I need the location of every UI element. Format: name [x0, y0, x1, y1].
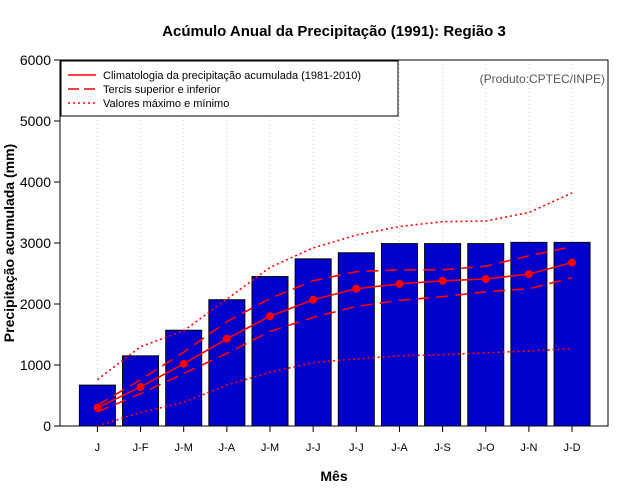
credit-text: (Produto:CPTEC/INPE)	[480, 72, 605, 86]
bar[interactable]	[294, 258, 332, 427]
y-tick-label: 0	[43, 418, 51, 434]
x-tick-label: J-O	[477, 442, 495, 454]
bar[interactable]	[424, 243, 462, 427]
series-point[interactable]	[309, 295, 318, 304]
legend-label: Tercis superior e inferior	[103, 84, 221, 96]
y-axis-title: Precipitação acumulada (mm)	[1, 144, 17, 342]
x-tick-label: J	[95, 442, 101, 454]
bar[interactable]	[165, 329, 203, 427]
plot-area: 0 1000 2000 3000 4000 5000 6000 J J-F J-M J-A J-M J-…	[20, 52, 591, 454]
x-tick-label: J-M	[175, 442, 193, 454]
y-tick-label: 3000	[20, 235, 51, 251]
y-tick-label: 6000	[20, 52, 51, 68]
x-tick-label: J-A	[391, 442, 408, 454]
bar[interactable]	[251, 276, 289, 427]
series-point[interactable]	[481, 274, 490, 283]
plot-border	[59, 59, 609, 427]
x-tick-label: J-D	[563, 442, 580, 454]
x-tick-label: J-M	[261, 442, 279, 454]
bar[interactable]	[380, 243, 418, 427]
series-point[interactable]	[395, 279, 404, 288]
series-point[interactable]	[352, 284, 361, 293]
y-tick-label: 1000	[20, 357, 51, 373]
x-tick-label: J-N	[520, 442, 537, 454]
y-tick-label: 2000	[20, 296, 51, 312]
series-point[interactable]	[568, 258, 577, 267]
bar[interactable]	[208, 299, 246, 427]
x-tick-label: J-S	[434, 442, 451, 454]
x-tick-label: J-A	[219, 442, 236, 454]
bar[interactable]	[553, 241, 591, 427]
series-point[interactable]	[93, 403, 102, 412]
series-point[interactable]	[179, 359, 188, 368]
x-tick-label: J-J	[349, 442, 364, 454]
series-line-dashed	[96, 245, 573, 406]
x-tick-label: J-J	[306, 442, 321, 454]
legend-label: Valores máximo e mínimo	[103, 98, 229, 110]
legend: Climatologia da precipitação acumulada (…	[60, 60, 399, 117]
series-point[interactable]	[266, 312, 274, 321]
legend-label: Climatologia da precipitação acumulada (…	[103, 70, 361, 82]
series-point[interactable]	[136, 382, 145, 391]
series-point[interactable]	[222, 334, 231, 343]
x-tick-label: J-F	[133, 442, 149, 454]
x-axis-title: Mês	[320, 468, 347, 484]
y-tick-label: 4000	[20, 174, 51, 190]
chart-title: Acúmulo Anual da Precipitação (1991): Re…	[162, 23, 506, 40]
y-tick-label: 5000	[20, 113, 51, 129]
bar[interactable]	[467, 243, 505, 427]
series-line-solid	[97, 261, 573, 409]
series-point[interactable]	[524, 270, 533, 279]
series-line-dotted	[97, 347, 573, 427]
series-line-dashed	[97, 276, 573, 413]
bar[interactable]	[337, 252, 375, 427]
legend-box	[60, 60, 399, 117]
series-point[interactable]	[438, 276, 447, 285]
